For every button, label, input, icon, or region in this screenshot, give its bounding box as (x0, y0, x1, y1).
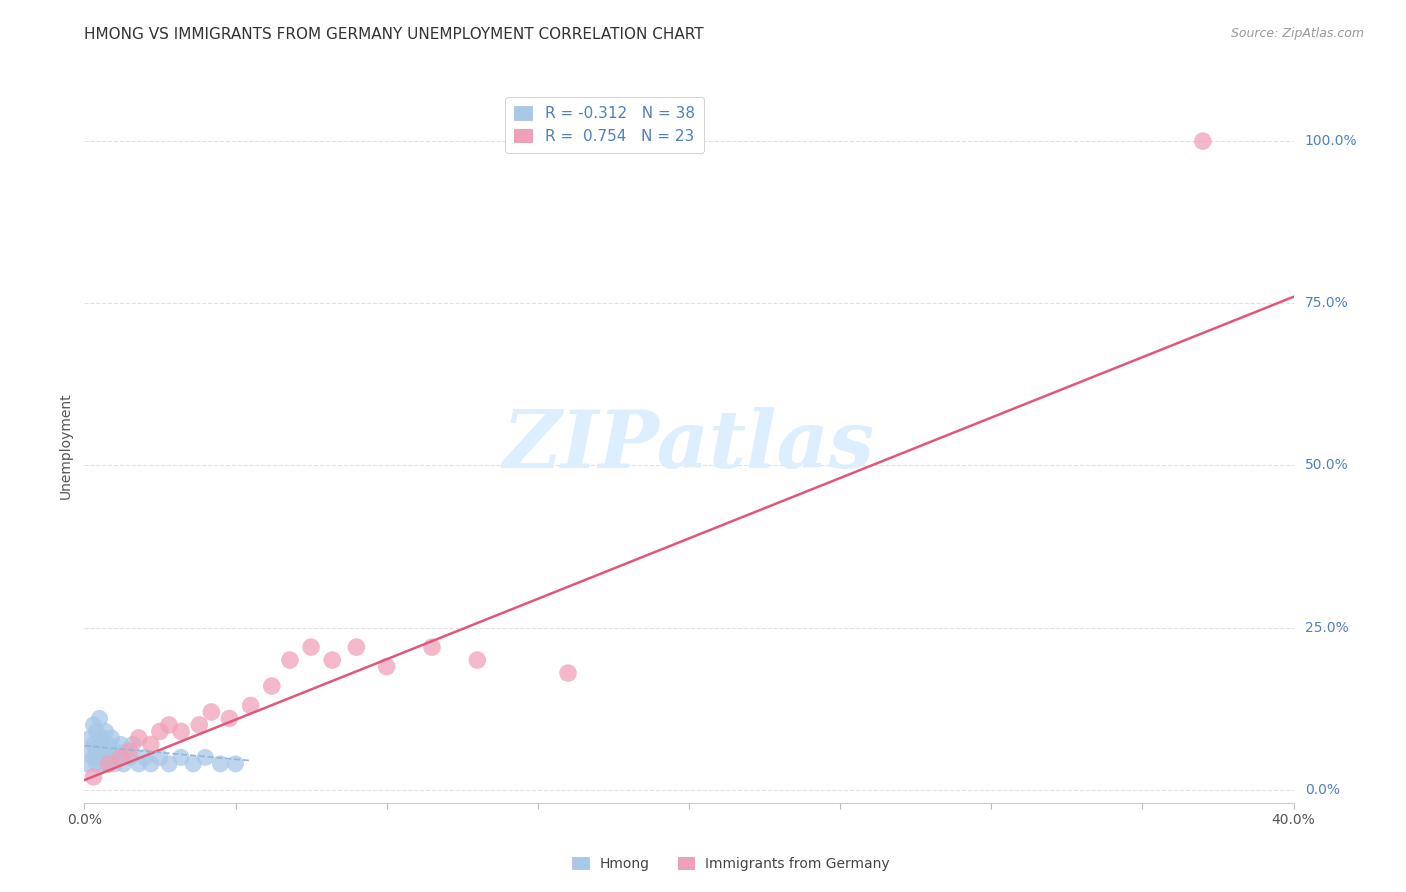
Point (346, 640, 368, 654)
Text: Source: ZipAtlas.com: Source: ZipAtlas.com (1230, 27, 1364, 40)
Point (1191, 134, 1213, 148)
Point (239, 698, 262, 713)
Point (91, 756, 114, 771)
Point (278, 653, 301, 667)
Point (194, 750, 217, 764)
Point (100, 750, 122, 764)
Point (139, 756, 162, 771)
Point (89, 750, 111, 764)
Point (86, 724, 108, 739)
Text: ZIPatlas: ZIPatlas (503, 408, 875, 484)
Point (170, 750, 193, 764)
Point (118, 744, 141, 758)
Point (82, 718, 104, 732)
Point (104, 744, 127, 758)
Point (188, 718, 211, 732)
Point (149, 724, 172, 739)
Point (86, 756, 108, 771)
Point (128, 756, 150, 771)
Point (200, 705, 222, 719)
Point (76, 756, 98, 771)
Point (107, 750, 129, 764)
Point (170, 724, 193, 739)
Point (110, 738, 132, 752)
Point (134, 750, 156, 764)
Y-axis label: Unemployment: Unemployment (59, 392, 73, 500)
Point (110, 750, 132, 764)
Text: 75.0%: 75.0% (1305, 296, 1348, 310)
Point (82, 738, 104, 752)
Point (97, 756, 120, 771)
Point (209, 756, 232, 771)
Point (97, 756, 120, 771)
Point (82, 770, 104, 784)
Point (375, 659, 398, 673)
Point (79, 744, 101, 758)
Point (225, 756, 247, 771)
Point (128, 731, 150, 745)
Point (79, 731, 101, 745)
Text: 50.0%: 50.0% (1305, 458, 1348, 473)
Legend: Hmong, Immigrants from Germany: Hmong, Immigrants from Germany (567, 851, 896, 876)
Point (218, 711, 240, 725)
Point (557, 666, 579, 681)
Point (104, 756, 127, 771)
Point (157, 756, 180, 771)
Text: HMONG VS IMMIGRANTS FROM GERMANY UNEMPLOYMENT CORRELATION CHART: HMONG VS IMMIGRANTS FROM GERMANY UNEMPLO… (84, 27, 704, 42)
Point (321, 653, 343, 667)
Point (181, 756, 204, 771)
Point (149, 750, 172, 764)
Point (82, 750, 104, 764)
Point (115, 744, 138, 758)
Point (260, 679, 283, 693)
Point (89, 711, 111, 725)
Point (89, 738, 111, 752)
Point (97, 738, 120, 752)
Point (139, 738, 162, 752)
Point (121, 738, 143, 752)
Point (157, 718, 180, 732)
Point (91, 731, 114, 745)
Text: 25.0%: 25.0% (1305, 621, 1348, 634)
Point (467, 653, 489, 667)
Legend: R = -0.312   N = 38, R =  0.754   N = 23: R = -0.312 N = 38, R = 0.754 N = 23 (505, 97, 704, 153)
Point (299, 640, 322, 654)
Text: 0.0%: 0.0% (1305, 783, 1340, 797)
Point (94, 750, 117, 764)
Point (118, 750, 141, 764)
Point (420, 640, 443, 654)
Point (86, 744, 108, 758)
Point (100, 731, 122, 745)
Point (94, 724, 117, 739)
Text: 100.0%: 100.0% (1305, 134, 1357, 148)
Point (112, 756, 135, 771)
